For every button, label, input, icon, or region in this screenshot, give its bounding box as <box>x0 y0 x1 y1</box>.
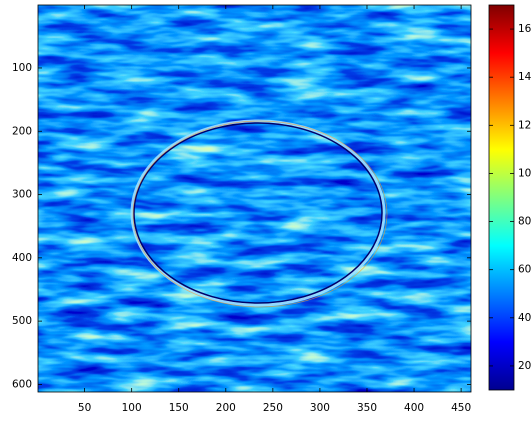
colorbar <box>489 5 514 390</box>
x-tick-label: 400 <box>404 402 424 414</box>
x-tick-label: 300 <box>310 402 330 414</box>
y-tick-label: 400 <box>12 252 32 264</box>
x-tick-label: 100 <box>122 402 142 414</box>
x-tick-label: 50 <box>78 402 91 414</box>
colorbar-tick-label: 40 <box>518 312 531 324</box>
colorbar-tick-label: 140 <box>518 71 531 83</box>
colorbar-tick-label: 120 <box>518 119 531 131</box>
y-tick-label: 500 <box>12 315 32 327</box>
x-tick-label: 350 <box>357 402 377 414</box>
figure: 50 100 150 200 250 300 350 400 450 100 200 300 400 50… <box>0 0 531 446</box>
y-tick-label: 300 <box>12 189 32 201</box>
x-tick-label: 450 <box>451 402 471 414</box>
colorbar-tick-label: 100 <box>518 167 531 179</box>
heatmap-image <box>38 5 471 392</box>
x-tick-label: 150 <box>169 402 189 414</box>
y-tick-label: 100 <box>12 62 32 74</box>
y-tick-label: 200 <box>12 125 32 137</box>
colorbar-tick-label: 60 <box>518 264 531 276</box>
x-tick-label: 200 <box>216 402 236 414</box>
x-tick-label: 250 <box>263 402 283 414</box>
colorbar-tick-label: 160 <box>518 23 531 35</box>
y-tick-label: 600 <box>12 378 32 390</box>
colorbar-tick-label: 80 <box>518 216 531 228</box>
colorbar-tick-label: 20 <box>518 360 531 372</box>
